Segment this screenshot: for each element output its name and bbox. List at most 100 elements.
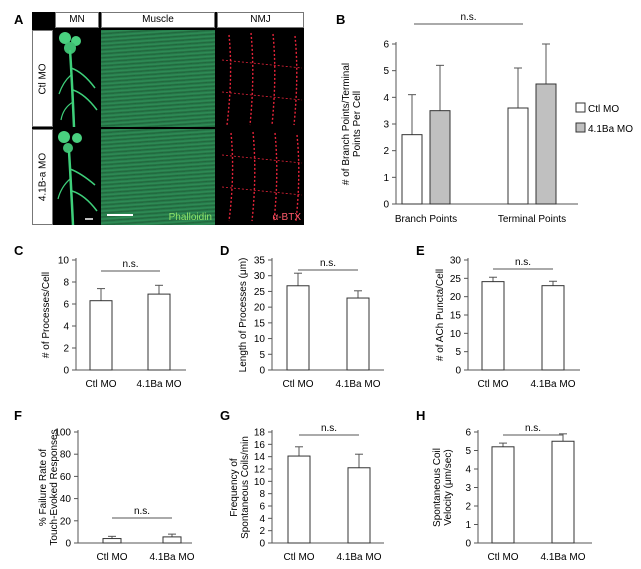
significance-label: n.s. bbox=[515, 257, 531, 268]
panel-letter-b: B bbox=[336, 12, 345, 27]
mn-image-ctl bbox=[55, 30, 99, 127]
nmj-puncta-drawing bbox=[221, 131, 303, 222]
y-tick-label: 6 bbox=[465, 428, 471, 439]
bar bbox=[89, 300, 113, 371]
nmj-image-morphant: α-BTX bbox=[217, 129, 304, 225]
mn-image-morphant bbox=[55, 129, 99, 225]
y-tick-label: 14 bbox=[254, 452, 266, 463]
significance-label: n.s. bbox=[525, 423, 541, 434]
y-tick-label: 2 bbox=[383, 146, 389, 157]
panel-letter-h: H bbox=[416, 408, 425, 423]
y-tick-label: 0 bbox=[455, 366, 461, 377]
bar bbox=[147, 293, 171, 371]
y-tick-label: 18 bbox=[254, 428, 266, 439]
y-axis-label-line: Velocity (μm/sec) bbox=[443, 449, 454, 525]
row-header-ctl-mo: Ctl MO bbox=[32, 30, 53, 127]
y-tick-label: 1 bbox=[465, 520, 471, 531]
x-tick-label: Ctl MO bbox=[85, 379, 116, 390]
x-tick-label: 4.1Ba MO bbox=[540, 552, 585, 563]
bar bbox=[287, 455, 311, 544]
y-tick-label: 2 bbox=[63, 344, 69, 355]
y-tick-label: 30 bbox=[450, 256, 462, 267]
y-tick-label: 4 bbox=[259, 514, 265, 525]
y-axis-label-line: % Failure Rate of bbox=[38, 449, 49, 526]
legend-swatch bbox=[575, 122, 586, 133]
y-axis-label: % Failure Rate ofTouch-Evoked Responses bbox=[38, 429, 60, 545]
x-tick-label: Ctl MO bbox=[283, 552, 314, 563]
y-axis-label-line: # of Branch Points/Terminal bbox=[341, 63, 352, 185]
y-axis-label-line: Frequency of bbox=[229, 458, 240, 517]
legend-swatch bbox=[575, 102, 586, 113]
bar bbox=[535, 83, 557, 205]
bar bbox=[541, 285, 565, 371]
y-axis-label-line: Length of Processes (μm) bbox=[238, 258, 249, 373]
y-tick-label: 25 bbox=[450, 274, 462, 285]
y-tick-label: 15 bbox=[254, 318, 266, 329]
y-axis-label: # of Branch Points/TerminalPoints Per Ce… bbox=[341, 63, 363, 185]
scale-bar bbox=[107, 214, 133, 216]
legend-label: 4.1Ba MO bbox=[588, 124, 633, 135]
significance-label: n.s. bbox=[320, 258, 336, 269]
column-header-mn: MN bbox=[55, 12, 99, 28]
nmj-image-ctl bbox=[217, 30, 304, 127]
stain-label-phalloidin: Phalloidin bbox=[168, 212, 212, 223]
micrograph-panel: MN Muscle NMJ Ctl MO 4.1B-a MO Phalloidi… bbox=[32, 12, 304, 225]
nmj-puncta-drawing bbox=[221, 32, 303, 126]
significance-label: n.s. bbox=[134, 506, 150, 517]
bar bbox=[102, 538, 122, 544]
x-tick-label: Branch Points bbox=[395, 214, 457, 225]
y-tick-label: 0 bbox=[63, 366, 69, 377]
x-tick-label: Terminal Points bbox=[498, 214, 566, 225]
y-tick-label: 60 bbox=[60, 472, 72, 483]
bar bbox=[162, 536, 182, 544]
y-tick-label: 25 bbox=[254, 287, 266, 298]
y-tick-label: 8 bbox=[63, 278, 69, 289]
y-tick-label: 2 bbox=[259, 526, 265, 537]
x-tick-label: 4.1Ba MO bbox=[336, 552, 381, 563]
y-axis-label-line: # of Processes/Cell bbox=[41, 272, 52, 358]
y-axis-label-line: Spontaneous Coils/min bbox=[240, 436, 251, 539]
x-tick-label: 4.1Ba MO bbox=[530, 379, 575, 390]
y-axis-label: # of Processes/Cell bbox=[41, 272, 52, 358]
y-tick-label: 35 bbox=[254, 256, 266, 267]
y-tick-label: 4 bbox=[63, 322, 69, 333]
x-tick-label: 4.1Ba MO bbox=[136, 379, 181, 390]
muscle-image-morphant: Phalloidin bbox=[101, 129, 215, 225]
row-header-4-1b-a-mo: 4.1B-a MO bbox=[32, 129, 53, 225]
y-tick-label: 3 bbox=[465, 483, 471, 494]
bar bbox=[551, 440, 575, 544]
muscle-image-ctl bbox=[101, 30, 215, 127]
y-tick-label: 10 bbox=[254, 334, 266, 345]
bar bbox=[429, 110, 451, 205]
y-tick-label: 6 bbox=[63, 300, 69, 311]
x-tick-label: Ctl MO bbox=[282, 379, 313, 390]
y-axis-label: Length of Processes (μm) bbox=[238, 258, 249, 373]
bar bbox=[491, 446, 515, 544]
motor-neuron-drawing bbox=[57, 131, 98, 225]
y-tick-label: 8 bbox=[259, 489, 265, 500]
y-axis-label: Spontaneous CoilVelocity (μm/sec) bbox=[432, 448, 454, 527]
x-tick-label: 4.1Ba MO bbox=[149, 552, 194, 563]
y-tick-label: 12 bbox=[254, 465, 266, 476]
panel-letter-g: G bbox=[220, 408, 230, 423]
y-tick-label: 5 bbox=[383, 66, 389, 77]
y-tick-label: 40 bbox=[60, 494, 72, 505]
y-tick-label: 20 bbox=[60, 516, 72, 527]
y-tick-label: 20 bbox=[450, 292, 462, 303]
significance-label: n.s. bbox=[321, 423, 337, 434]
y-tick-label: 0 bbox=[65, 539, 71, 550]
bar bbox=[481, 281, 505, 371]
bar bbox=[286, 285, 310, 371]
y-axis-label: # of ACh Puncta/Cell bbox=[435, 269, 446, 361]
y-tick-label: 20 bbox=[254, 303, 266, 314]
y-tick-label: 1 bbox=[383, 173, 389, 184]
y-axis-label: Frequency ofSpontaneous Coils/min bbox=[229, 436, 251, 539]
y-tick-label: 10 bbox=[58, 256, 70, 267]
y-tick-label: 10 bbox=[450, 329, 462, 340]
x-tick-label: Ctl MO bbox=[487, 552, 518, 563]
significance-label: n.s. bbox=[460, 12, 476, 23]
y-tick-label: 16 bbox=[254, 440, 266, 451]
y-tick-label: 0 bbox=[259, 366, 265, 377]
panel-letter-c: C bbox=[14, 243, 24, 258]
